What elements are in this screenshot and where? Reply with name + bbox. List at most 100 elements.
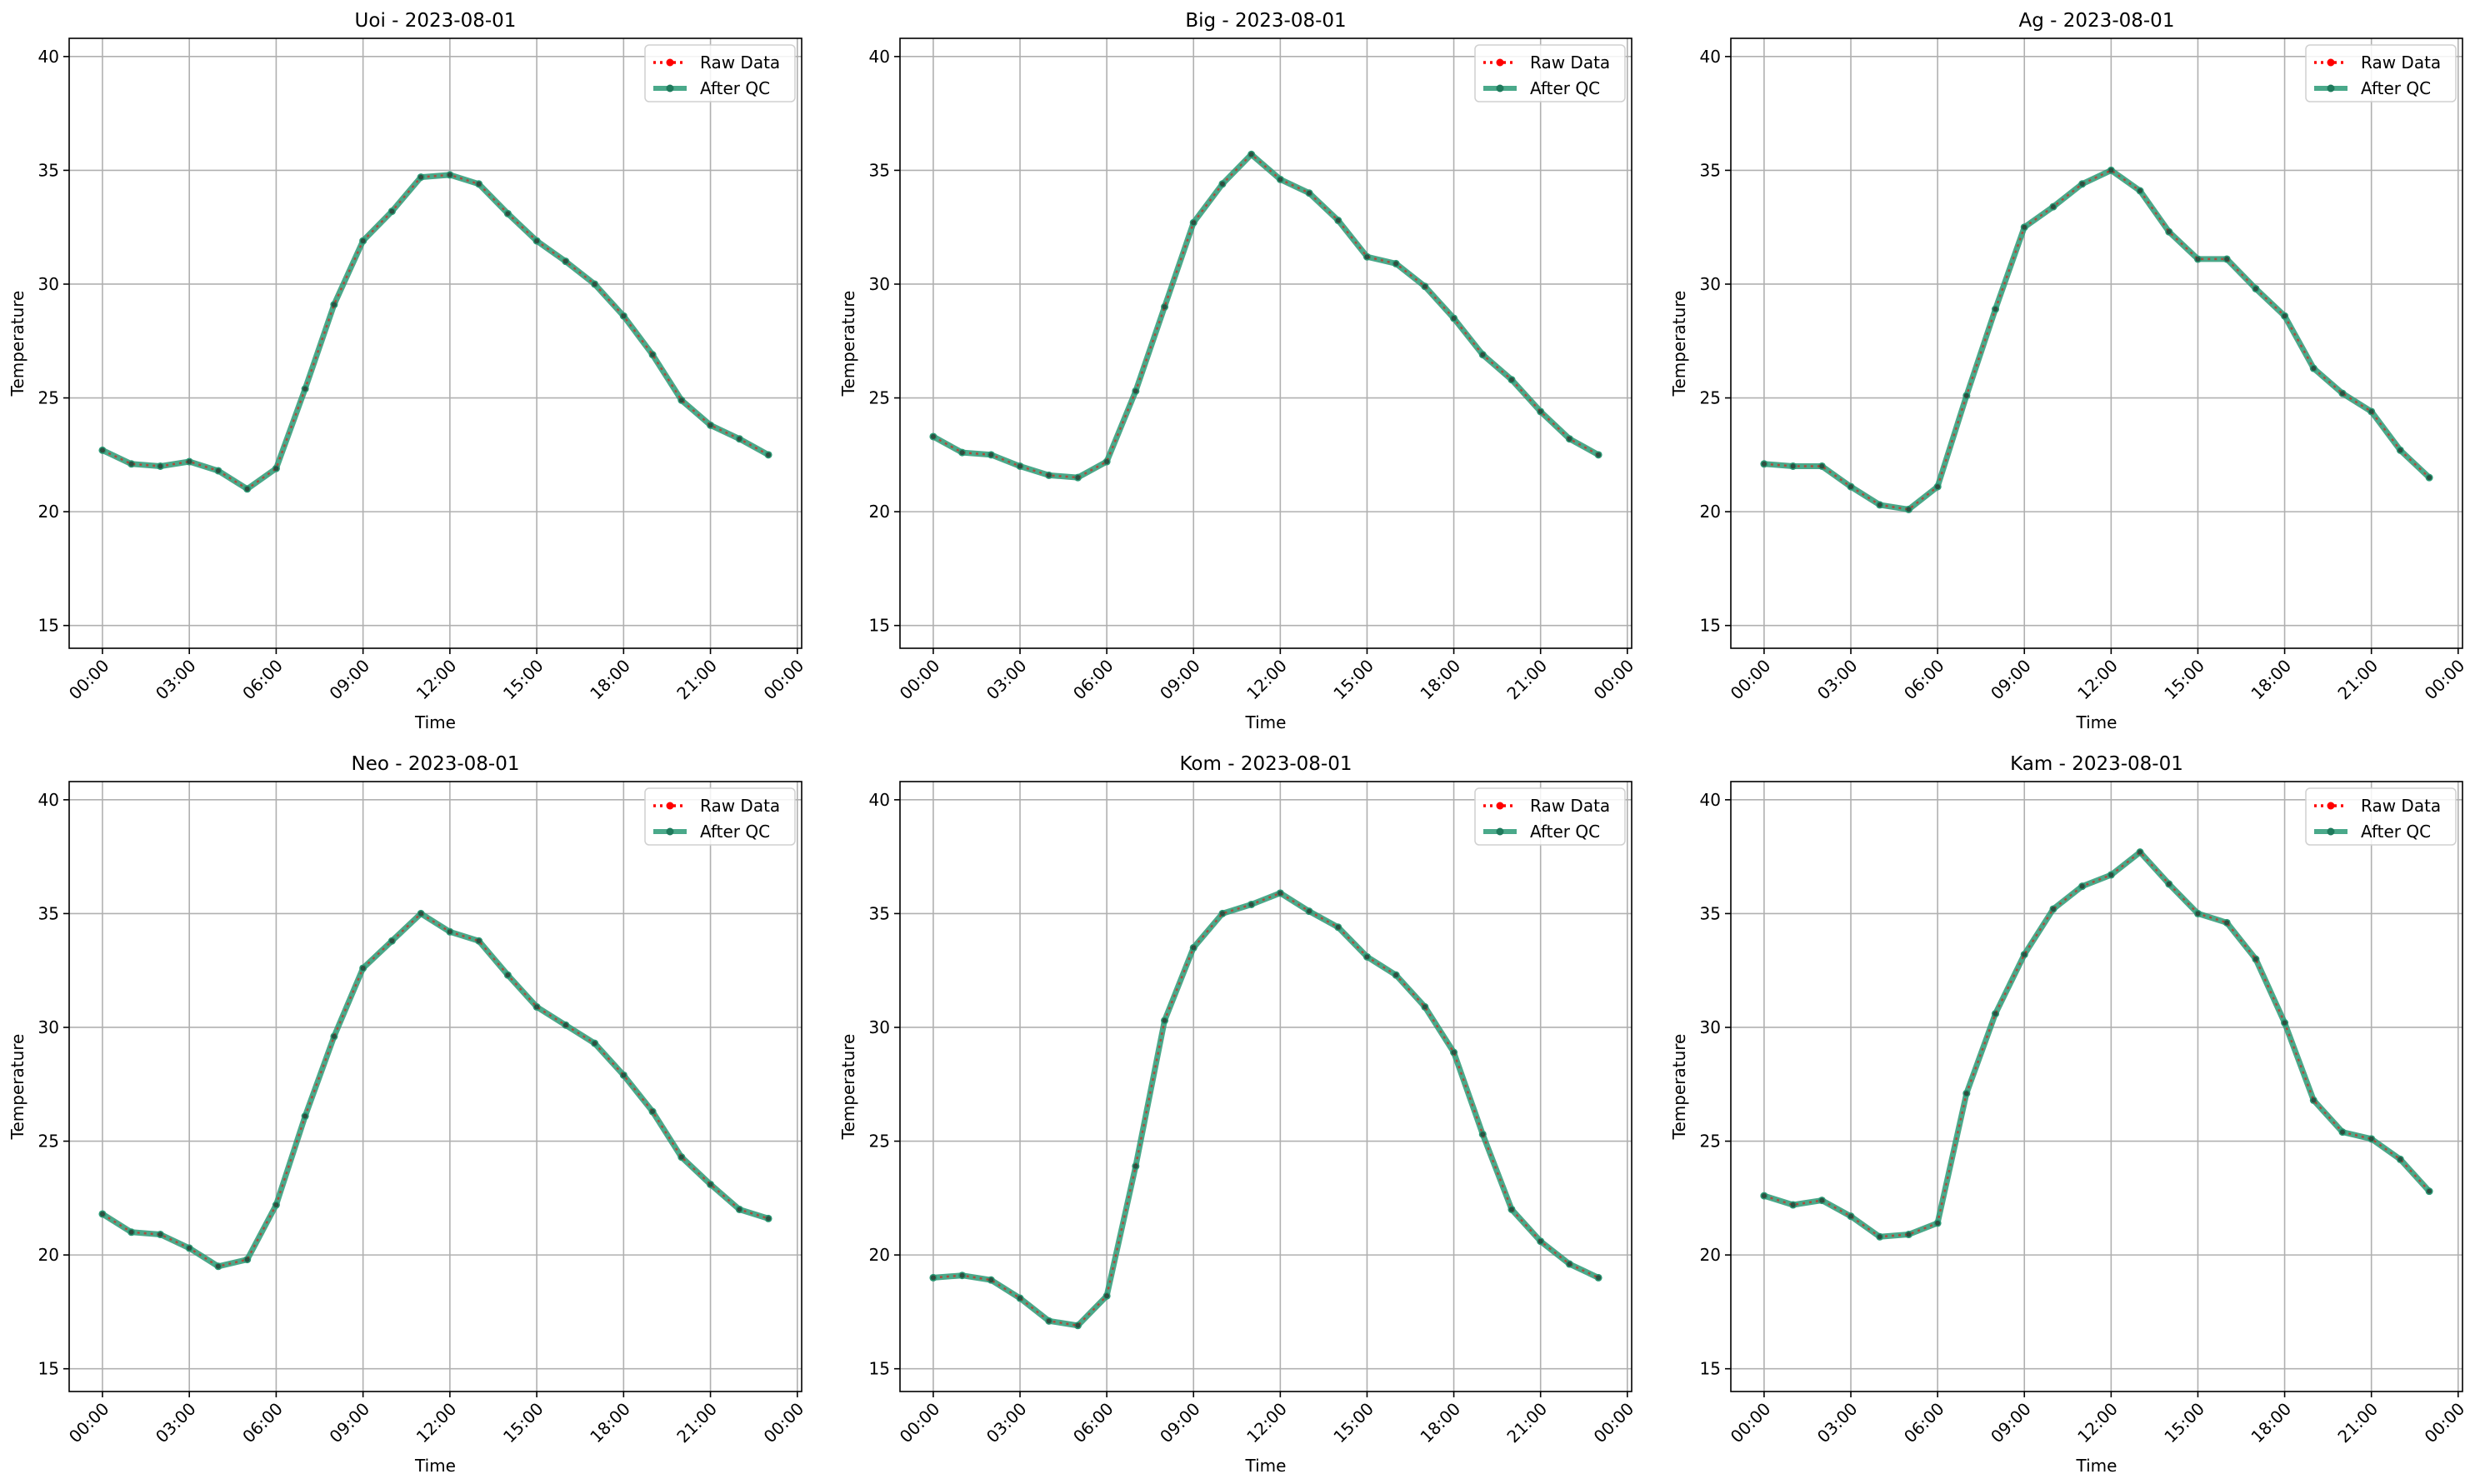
raw-data-point	[766, 1216, 772, 1222]
y-tick-label: 25	[1700, 388, 1721, 408]
legend-label-after-qc: After QC	[700, 78, 770, 98]
y-tick-label: 15	[1700, 616, 1721, 636]
raw-data-point	[2311, 1097, 2317, 1103]
raw-data-point	[2252, 957, 2258, 962]
raw-data-point	[2138, 849, 2143, 855]
raw-data-point	[273, 466, 279, 472]
x-tick-label: 06:00	[1900, 1399, 1948, 1447]
raw-data-point	[678, 397, 684, 403]
raw-data-point	[562, 1022, 568, 1028]
raw-data-point	[708, 1182, 713, 1187]
x-tick-label: 09:00	[1987, 1399, 2035, 1447]
raw-data-point	[2252, 286, 2258, 292]
raw-data-point	[737, 436, 742, 442]
x-tick-label: 00:00	[1590, 656, 1638, 704]
raw-data-point	[1508, 377, 1514, 382]
x-tick-label: 09:00	[325, 1399, 373, 1447]
x-tick-label: 00:00	[896, 656, 944, 704]
y-tick-label: 30	[1700, 1017, 1721, 1037]
raw-data-point	[2368, 1136, 2374, 1142]
raw-data-point	[418, 911, 424, 917]
x-tick-label: 15:00	[2160, 1399, 2208, 1447]
raw-data-point	[1018, 463, 1023, 469]
legend-marker-raw-data	[666, 58, 674, 67]
y-tick-label: 35	[38, 160, 59, 180]
raw-data-point	[1848, 1213, 1854, 1219]
raw-data-point	[621, 1072, 627, 1078]
raw-data-point	[2166, 881, 2172, 887]
x-tick-label: 21:00	[1502, 656, 1551, 704]
raw-data-point	[244, 1257, 250, 1262]
y-axis-label: Temperature	[8, 1034, 28, 1141]
raw-data-point	[1761, 461, 1767, 467]
raw-data-point	[1219, 911, 1225, 917]
y-tick-label: 20	[1700, 1245, 1721, 1265]
raw-data-point	[988, 452, 994, 457]
raw-data-point	[2079, 883, 2085, 889]
raw-data-point	[1335, 924, 1341, 930]
legend-label-raw-data: Raw Data	[1530, 796, 1610, 816]
x-tick-label: 00:00	[760, 1399, 808, 1447]
raw-data-point	[1046, 1318, 1052, 1324]
x-tick-label: 12:00	[412, 656, 461, 704]
raw-data-point	[930, 433, 936, 439]
raw-data-point	[2339, 391, 2345, 397]
raw-data-point	[2368, 408, 2374, 414]
raw-data-point	[2311, 366, 2317, 372]
x-tick-label: 03:00	[152, 1399, 200, 1447]
axes-frame	[68, 37, 802, 649]
y-tick-label: 15	[869, 616, 890, 636]
raw-data-point	[1162, 1017, 1168, 1023]
raw-data-point	[1819, 463, 1825, 469]
legend-label-raw-data: Raw Data	[2361, 52, 2441, 72]
y-tick-label: 15	[1700, 1359, 1721, 1379]
raw-data-point	[1790, 463, 1796, 469]
x-tick-label: 06:00	[1069, 1399, 1118, 1447]
legend-label-after-qc: After QC	[2361, 822, 2431, 842]
legend-marker-raw-data	[1496, 58, 1504, 67]
x-tick-label: 21:00	[2333, 1399, 2382, 1447]
raw-data-point	[1278, 890, 1283, 896]
series-line-raw-data	[102, 173, 769, 491]
raw-data-point	[1963, 1091, 1969, 1097]
x-tick-label: 18:00	[2247, 656, 2295, 704]
x-tick-label: 06:00	[238, 656, 287, 704]
plot-area	[1731, 782, 2462, 1392]
raw-data-point	[1104, 1293, 1110, 1299]
x-tick-label: 12:00	[2073, 656, 2122, 704]
x-tick-label: 03:00	[1813, 656, 1862, 704]
raw-data-point	[447, 929, 452, 935]
y-tick-label: 35	[1700, 903, 1721, 923]
x-tick-label: 18:00	[586, 1399, 634, 1447]
raw-data-point	[1162, 304, 1168, 310]
legend-label-raw-data: Raw Data	[2361, 796, 2441, 816]
x-tick-label: 21:00	[672, 1399, 721, 1447]
x-axis-label: Time	[2076, 1456, 2118, 1476]
legend-marker-raw-data	[2327, 802, 2335, 810]
y-tick-label: 20	[38, 502, 59, 522]
raw-data-point	[534, 238, 540, 244]
legend-label-after-qc: After QC	[700, 822, 770, 842]
raw-data-point	[505, 211, 511, 217]
raw-data-point	[128, 1229, 134, 1235]
x-tick-label: 18:00	[1416, 656, 1464, 704]
series-line-after-qc	[932, 890, 1600, 1329]
chart-panel-1: 00:00 03:00 06:00 09:00 12:00 15:00 18:00 21:00…	[838, 10, 1638, 732]
raw-data-point	[1848, 484, 1854, 490]
raw-data-point	[2282, 1020, 2288, 1026]
raw-data-point	[2282, 313, 2288, 319]
legend-marker-after-qc	[1496, 84, 1504, 92]
raw-data-point	[360, 238, 366, 244]
raw-data-point	[2224, 920, 2230, 926]
raw-data-point	[1567, 436, 1572, 442]
legend: Raw Data After QC	[644, 787, 796, 846]
raw-data-point	[1104, 459, 1110, 465]
raw-data-point	[1364, 254, 1370, 260]
x-tick-label: 15:00	[499, 1399, 548, 1447]
x-tick-label: 12:00	[1242, 1399, 1291, 1447]
raw-data-point	[2022, 952, 2028, 957]
raw-data-point	[988, 1277, 994, 1283]
y-axis-label: Temperature	[838, 1034, 858, 1141]
chart-panel-3: 00:00 03:00 06:00 09:00 12:00 15:00 18:00 21:00…	[8, 753, 808, 1476]
x-tick-label: 03:00	[982, 656, 1031, 704]
